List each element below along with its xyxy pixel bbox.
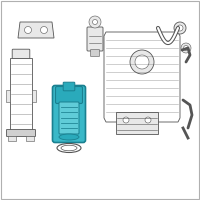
FancyBboxPatch shape bbox=[32, 90, 36, 102]
Circle shape bbox=[40, 26, 48, 33]
FancyBboxPatch shape bbox=[63, 82, 75, 91]
Circle shape bbox=[145, 117, 151, 123]
FancyBboxPatch shape bbox=[10, 58, 32, 130]
FancyBboxPatch shape bbox=[56, 86, 83, 104]
FancyBboxPatch shape bbox=[8, 136, 16, 141]
FancyBboxPatch shape bbox=[59, 102, 79, 134]
FancyBboxPatch shape bbox=[6, 90, 10, 102]
Polygon shape bbox=[18, 22, 54, 38]
Circle shape bbox=[174, 22, 186, 34]
Circle shape bbox=[181, 43, 191, 53]
FancyBboxPatch shape bbox=[90, 49, 100, 56]
FancyBboxPatch shape bbox=[26, 136, 34, 141]
FancyBboxPatch shape bbox=[116, 112, 158, 134]
FancyBboxPatch shape bbox=[87, 27, 103, 51]
FancyBboxPatch shape bbox=[52, 86, 86, 142]
Ellipse shape bbox=[61, 145, 77, 151]
Circle shape bbox=[135, 55, 149, 69]
FancyBboxPatch shape bbox=[12, 49, 30, 59]
Polygon shape bbox=[104, 32, 180, 122]
Circle shape bbox=[24, 26, 32, 33]
Circle shape bbox=[123, 117, 129, 123]
FancyBboxPatch shape bbox=[6, 130, 36, 136]
Circle shape bbox=[130, 50, 154, 74]
Circle shape bbox=[177, 25, 183, 31]
Circle shape bbox=[89, 16, 101, 28]
Ellipse shape bbox=[59, 134, 79, 140]
Circle shape bbox=[92, 20, 98, 24]
Circle shape bbox=[184, 46, 188, 50]
